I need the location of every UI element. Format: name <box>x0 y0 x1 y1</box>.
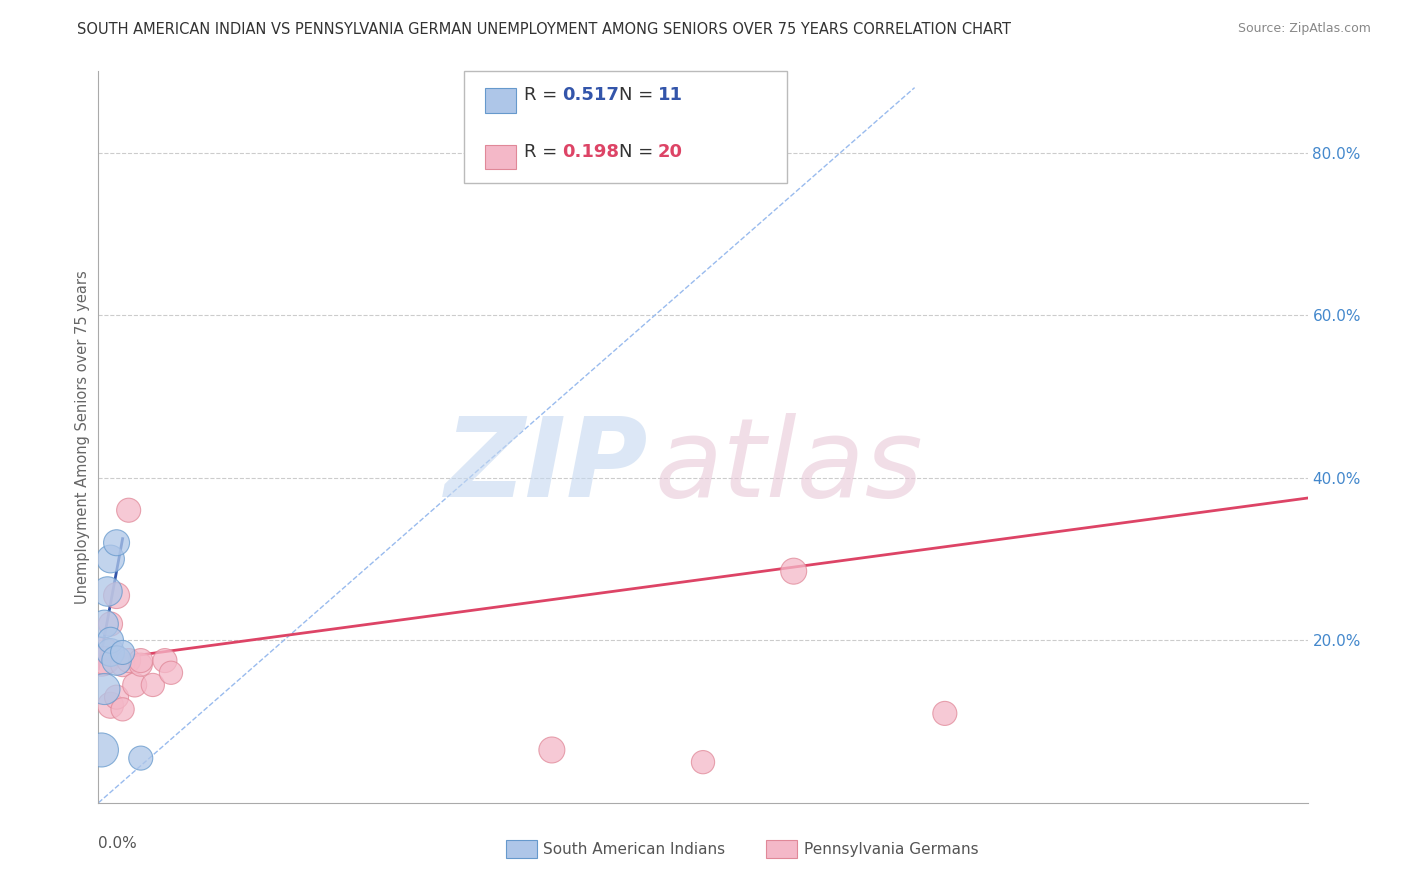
Point <box>118 654 141 668</box>
Point <box>124 678 146 692</box>
Point <box>153 654 176 668</box>
Point <box>129 654 152 668</box>
Point <box>90 743 112 757</box>
Text: R =: R = <box>524 143 564 161</box>
Point <box>100 617 122 632</box>
Point <box>96 584 118 599</box>
Text: 0.198: 0.198 <box>562 143 620 161</box>
Text: R =: R = <box>524 87 564 104</box>
Point <box>111 645 134 659</box>
Point <box>105 535 128 549</box>
Point <box>93 617 115 632</box>
Text: SOUTH AMERICAN INDIAN VS PENNSYLVANIA GERMAN UNEMPLOYMENT AMONG SENIORS OVER 75 : SOUTH AMERICAN INDIAN VS PENNSYLVANIA GE… <box>77 22 1011 37</box>
Point <box>100 552 122 566</box>
Text: 0.0%: 0.0% <box>98 836 138 851</box>
Text: N =: N = <box>619 87 658 104</box>
Point <box>142 678 165 692</box>
Text: 11: 11 <box>658 87 683 104</box>
Point <box>111 657 134 672</box>
Text: N =: N = <box>619 143 658 161</box>
Text: 20: 20 <box>658 143 683 161</box>
Point <box>160 665 183 680</box>
Text: South American Indians: South American Indians <box>543 842 725 856</box>
Point <box>105 654 128 668</box>
Point <box>105 690 128 705</box>
Point <box>105 589 128 603</box>
Point <box>93 681 115 696</box>
Y-axis label: Unemployment Among Seniors over 75 years: Unemployment Among Seniors over 75 years <box>75 270 90 604</box>
Point <box>783 564 806 578</box>
Text: atlas: atlas <box>655 413 924 520</box>
Point <box>934 706 956 721</box>
Text: Pennsylvania Germans: Pennsylvania Germans <box>804 842 979 856</box>
Text: 0.517: 0.517 <box>562 87 619 104</box>
Point <box>692 755 714 769</box>
Point <box>129 657 152 672</box>
Point <box>540 743 562 757</box>
Point <box>118 503 141 517</box>
Point <box>100 645 122 659</box>
Point <box>100 633 122 648</box>
Point <box>90 649 112 664</box>
Point <box>100 698 122 713</box>
Point <box>129 751 152 765</box>
Point <box>111 702 134 716</box>
Point <box>93 654 115 668</box>
Text: Source: ZipAtlas.com: Source: ZipAtlas.com <box>1237 22 1371 36</box>
Text: ZIP: ZIP <box>446 413 648 520</box>
